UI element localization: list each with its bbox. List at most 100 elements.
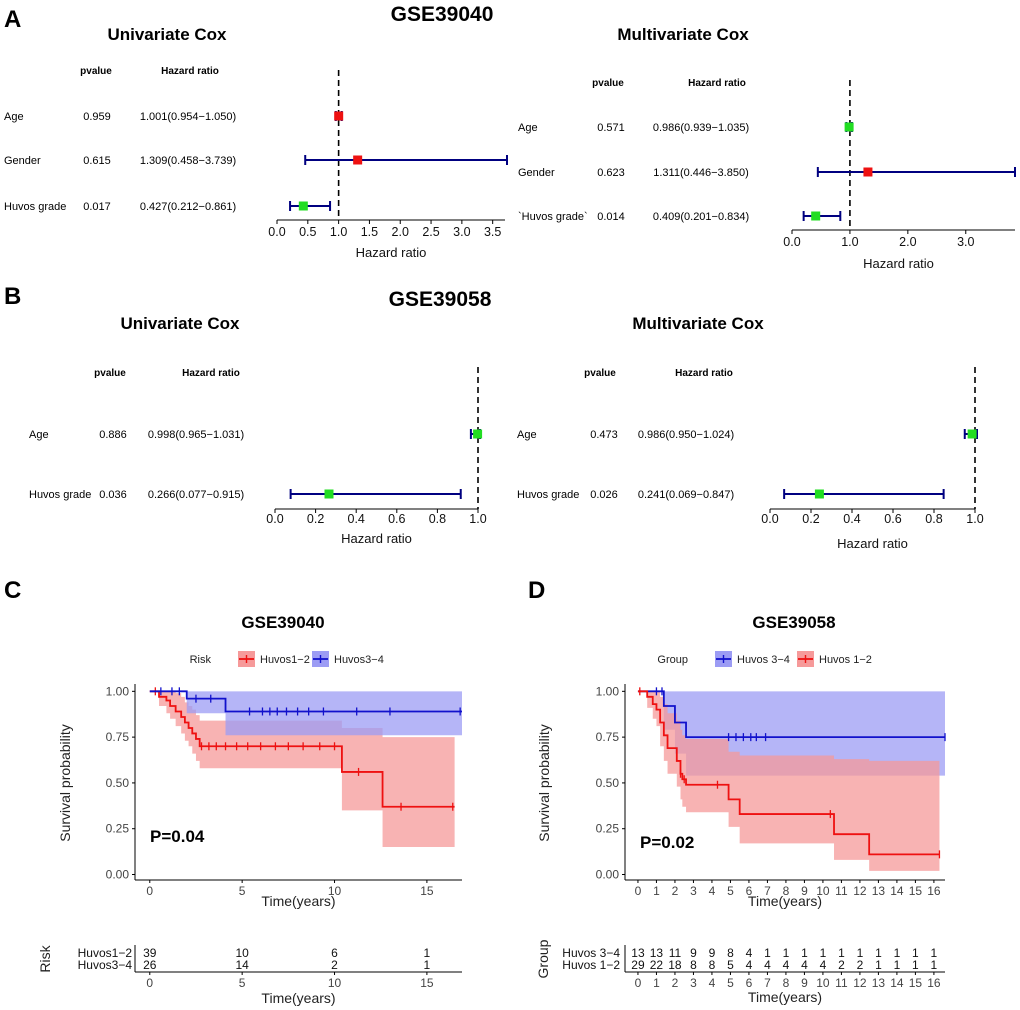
x-tick-label: 0.5 (299, 225, 316, 239)
hazard-ratio-cell: 1.001(0.954−1.050) (140, 111, 236, 123)
risk-table-count: 1 (912, 946, 919, 960)
x-tick-label: 0.8 (925, 512, 942, 526)
km-title: GSE39058 (752, 613, 835, 632)
x-tick-label: 4 (709, 884, 716, 898)
x-tick-label: 0.4 (348, 512, 365, 526)
risk-table-count: 4 (801, 958, 808, 972)
risk-table-count: 5 (727, 958, 734, 972)
x-tick-label: 0.0 (268, 225, 285, 239)
risk-table-x-tick-label: 0 (146, 976, 153, 990)
hr-point (334, 111, 344, 121)
x-tick-label: 15 (909, 884, 923, 898)
hazard-ratio-cell: 0.986(0.939−1.035) (653, 122, 749, 134)
legend-label: Huvos 3−4 (737, 654, 790, 666)
risk-table-group-label: Huvos 3−4 (562, 946, 620, 960)
x-tick-label: 1.0 (469, 512, 486, 526)
forest-plot-gse39040-multivariate: Multivariate Cox pvalue Hazard ratio Age 0.5… (518, 25, 1016, 271)
x-tick-label: 16 (927, 884, 941, 898)
variable-label: `Huvos grade` (518, 211, 588, 223)
hazard-ratio-cell: 0.998(0.965−1.031) (148, 429, 244, 441)
hazard-ratio-cell: 0.986(0.950−1.024) (638, 429, 734, 441)
x-axis-title: Hazard ratio (341, 531, 412, 546)
hazard-ratio-cell: 0.241(0.069−0.847) (638, 489, 734, 501)
column-header-hazard-ratio: Hazard ratio (161, 66, 219, 77)
risk-table-count: 1 (931, 958, 938, 972)
column-header-hazard-ratio: Hazard ratio (688, 78, 746, 89)
x-tick-label: 15 (420, 884, 434, 898)
x-tick-label: 9 (801, 884, 808, 898)
risk-table-count: 2 (838, 958, 845, 972)
y-tick-label: 0.00 (596, 868, 620, 882)
variable-label: Age (29, 429, 49, 441)
survival-curve (637, 690, 940, 856)
column-header-hazard-ratio: Hazard ratio (182, 368, 240, 379)
forest-title: Multivariate Cox (617, 25, 749, 44)
risk-table-count: 18 (668, 958, 682, 972)
x-tick-label: 1.0 (330, 225, 347, 239)
y-tick-label: 0.75 (596, 730, 620, 744)
x-tick-label: 3 (690, 884, 697, 898)
risk-table-count: 2 (857, 958, 864, 972)
risk-table-x-axis-title: Time(years) (261, 990, 335, 1006)
x-tick-label: 0.0 (761, 512, 778, 526)
column-header-pvalue: pvalue (80, 66, 112, 77)
x-tick-label: 8 (783, 884, 790, 898)
x-tick-label: 0.2 (802, 512, 819, 526)
risk-table-x-tick-label: 0 (635, 976, 642, 990)
legend-title: Risk (190, 654, 212, 666)
risk-table-count: 9 (690, 946, 697, 960)
x-tick-label: 10 (816, 884, 830, 898)
risk-table-count: 1 (424, 946, 431, 960)
risk-table-x-tick-label: 14 (890, 976, 904, 990)
pvalue-annotation: P=0.02 (640, 833, 694, 852)
x-tick-label: 1.0 (966, 512, 983, 526)
risk-table-count: 8 (690, 958, 697, 972)
x-tick-label: 10 (328, 884, 342, 898)
hr-point (353, 155, 363, 165)
variable-label: Age (518, 122, 538, 134)
panel-b-title: GSE39058 (389, 288, 492, 311)
risk-table-count: 6 (331, 946, 338, 960)
risk-table-count: 8 (709, 958, 716, 972)
forest-title: Univariate Cox (107, 25, 227, 44)
risk-table-x-tick-label: 6 (746, 976, 753, 990)
y-tick-label: 0.50 (596, 776, 620, 790)
risk-table-x-tick-label: 10 (328, 976, 342, 990)
y-tick-label: 1.00 (106, 684, 130, 698)
risk-table-count: 8 (727, 946, 734, 960)
x-tick-label: 1.0 (841, 235, 858, 249)
variable-label: Huvos grade (29, 489, 91, 501)
hr-point (844, 122, 854, 132)
column-header-pvalue: pvalue (584, 368, 616, 379)
column-header-pvalue: pvalue (592, 78, 624, 89)
risk-table-count: 14 (235, 958, 249, 972)
risk-table-x-tick-label: 13 (872, 976, 886, 990)
risk-table-title: Group (535, 939, 551, 978)
x-tick-label: 7 (764, 884, 771, 898)
risk-table-count: 1 (801, 946, 808, 960)
forest-title: Univariate Cox (120, 314, 240, 333)
risk-table-x-tick-label: 3 (690, 976, 697, 990)
x-tick-label: 0.8 (429, 512, 446, 526)
column-header-pvalue: pvalue (94, 368, 126, 379)
x-tick-label: 3.5 (484, 225, 501, 239)
hr-point (814, 489, 824, 499)
risk-table-x-axis-title: Time(years) (748, 989, 822, 1005)
x-tick-label: 2 (672, 884, 679, 898)
confidence-band (637, 691, 940, 871)
risk-table-count: 10 (235, 946, 249, 960)
hazard-ratio-cell: 0.427(0.212−0.861) (140, 201, 236, 213)
risk-table-count: 1 (875, 958, 882, 972)
x-tick-label: 0 (146, 884, 153, 898)
x-tick-label: 5 (239, 884, 246, 898)
forest-title: Multivariate Cox (632, 314, 764, 333)
risk-table-count: 1 (764, 946, 771, 960)
x-axis-title: Hazard ratio (837, 536, 908, 551)
variable-label: Huvos grade (517, 489, 579, 501)
x-tick-label: 0.4 (843, 512, 860, 526)
hr-point (473, 429, 483, 439)
risk-table-count: 13 (650, 946, 664, 960)
risk-table-x-tick-label: 7 (764, 976, 771, 990)
x-tick-label: 0.0 (783, 235, 800, 249)
